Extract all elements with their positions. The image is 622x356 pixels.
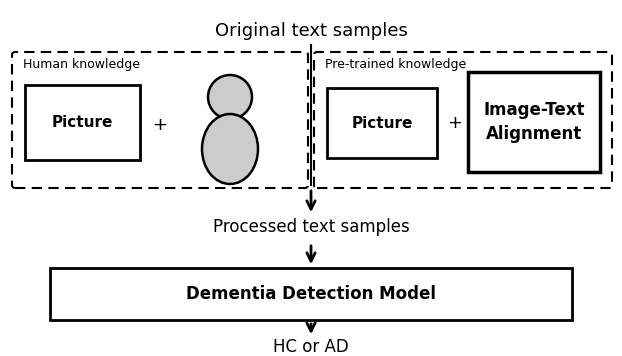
Text: Picture: Picture bbox=[351, 115, 412, 131]
Text: Picture: Picture bbox=[52, 115, 113, 130]
Text: Processed text samples: Processed text samples bbox=[213, 218, 409, 236]
Text: Dementia Detection Model: Dementia Detection Model bbox=[186, 285, 436, 303]
Text: +: + bbox=[152, 116, 167, 134]
Text: Pre-trained knowledge: Pre-trained knowledge bbox=[325, 58, 466, 71]
Text: Human knowledge: Human knowledge bbox=[23, 58, 140, 71]
Bar bbox=[50, 268, 572, 320]
Text: HC or AD: HC or AD bbox=[273, 338, 349, 356]
Text: +: + bbox=[447, 114, 463, 132]
Ellipse shape bbox=[202, 114, 258, 184]
Bar bbox=[327, 88, 437, 158]
Circle shape bbox=[208, 75, 252, 119]
Bar bbox=[468, 72, 600, 172]
Text: Image-Text
Alignment: Image-Text Alignment bbox=[483, 101, 585, 143]
Text: Original text samples: Original text samples bbox=[215, 22, 407, 40]
Bar bbox=[25, 85, 140, 160]
